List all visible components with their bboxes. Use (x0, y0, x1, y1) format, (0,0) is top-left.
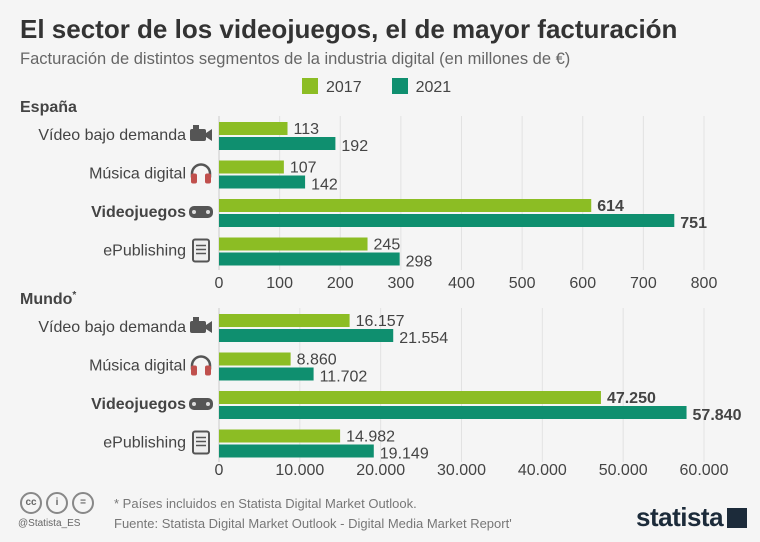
data-label: 107 (290, 160, 317, 177)
legend: 2017 2021 (302, 78, 451, 97)
bar-2017 (219, 314, 350, 327)
twitter-handle: @Statista_ES (18, 518, 81, 529)
tick-label: 20.000 (356, 462, 405, 479)
by-icon: i (46, 492, 68, 514)
tick-label: 800 (691, 275, 718, 292)
data-label: 57.840 (693, 407, 742, 424)
category-label: Música digital (89, 166, 186, 183)
data-label: 14.982 (346, 429, 395, 446)
bar-2021 (219, 175, 306, 189)
headphones-right (205, 365, 211, 376)
data-label: 19.149 (380, 446, 429, 463)
tick-label: 60.000 (680, 462, 729, 479)
ebook-icon (192, 238, 210, 263)
gamepad-dpad (192, 210, 196, 214)
bar-2021 (219, 214, 675, 227)
headphones-icon (190, 355, 212, 370)
category-label: Vídeo bajo demanda (38, 319, 186, 336)
bar-2021 (219, 329, 394, 342)
category-label: Videojuegos (91, 396, 186, 413)
bar-2017 (219, 429, 341, 443)
logo-icon (727, 508, 748, 528)
data-label: 8.860 (297, 352, 337, 369)
tick-label: 30.000 (437, 462, 486, 479)
tick-label: 400 (448, 275, 475, 292)
category-label: ePublishing (103, 435, 186, 452)
data-label: 113 (294, 121, 320, 138)
category-label: Vídeo bajo demanda (38, 127, 186, 144)
tick-label: 0 (215, 275, 224, 292)
video-camera-top (193, 125, 199, 129)
tick-label: 100 (266, 275, 293, 292)
data-label: 47.250 (607, 390, 656, 407)
bar-2017 (219, 122, 288, 135)
legend-item-2021: 2021 (391, 78, 451, 97)
data-label: 245 (374, 237, 401, 254)
bar-2021 (219, 137, 336, 150)
bar-2021 (219, 406, 687, 419)
source: Fuente: Statista Digital Market Outlook … (114, 516, 512, 531)
tick-label: 40.000 (518, 462, 567, 479)
data-label: 16.157 (356, 313, 405, 330)
gamepad-icon (189, 398, 213, 410)
tick-label: 300 (388, 275, 415, 292)
video-camera-icon (190, 129, 206, 141)
footnote: * Países incluidos en Statista Digital M… (114, 496, 417, 511)
tick-label: 0 (215, 462, 224, 479)
tick-label: 200 (327, 275, 354, 292)
bar-2017 (219, 160, 284, 174)
tick-label: 600 (569, 275, 596, 292)
category-label: Videojuegos (91, 204, 186, 221)
category-label: ePublishing (103, 243, 186, 260)
bar-2021 (219, 252, 400, 266)
data-label: 751 (680, 215, 707, 232)
headphones-left (191, 365, 197, 376)
panel-title: Mundo* (20, 290, 76, 308)
statista-logo: statista (636, 502, 748, 533)
page-title: El sector de los videojuegos, el de mayo… (20, 14, 678, 44)
video-camera-lens (206, 321, 212, 333)
headphones-right (205, 173, 211, 184)
legend-item-2017: 2017 (302, 78, 362, 97)
gamepad-buttons (206, 402, 210, 406)
license-icons: cc i = (20, 492, 94, 514)
bar-2021 (219, 367, 314, 381)
bar-2017 (219, 199, 592, 212)
bar-2017 (219, 352, 291, 366)
video-camera-icon (190, 321, 206, 333)
category-label: Música digital (89, 358, 186, 375)
data-label: 614 (597, 198, 624, 215)
subtitle: Facturación de distintos segmentos de la… (20, 50, 571, 68)
gamepad-dpad (192, 402, 196, 406)
gamepad-icon (189, 206, 213, 218)
bar-2017 (219, 237, 368, 251)
bar-2021 (219, 444, 374, 458)
tick-label: 50.000 (599, 462, 648, 479)
data-label: 11.702 (320, 369, 368, 386)
gamepad-buttons (206, 210, 210, 214)
data-label: 142 (311, 177, 338, 194)
cc-icon: cc (20, 492, 42, 514)
tick-label: 500 (509, 275, 536, 292)
tick-label: 700 (630, 275, 657, 292)
video-camera-top (193, 317, 199, 321)
panel-title: España (20, 99, 77, 116)
nd-icon: = (72, 492, 94, 514)
data-label: 21.554 (399, 330, 448, 347)
headphones-left (191, 173, 197, 184)
video-camera-lens (206, 129, 212, 141)
data-label: 298 (406, 254, 433, 271)
tick-label: 10.000 (275, 462, 324, 479)
ebook-icon (192, 430, 210, 455)
bar-2017 (219, 391, 601, 404)
data-label: 192 (341, 138, 368, 155)
headphones-icon (190, 163, 212, 178)
